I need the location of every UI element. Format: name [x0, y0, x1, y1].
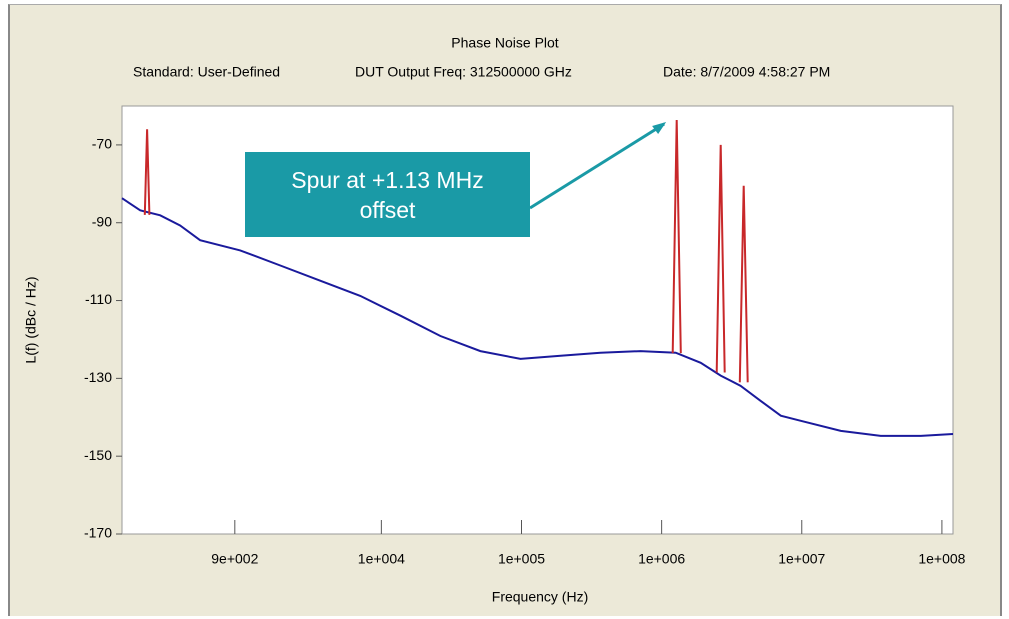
- x-tick-label: 1e+005: [498, 551, 545, 567]
- x-tick-label: 1e+007: [778, 551, 825, 567]
- trace: [121, 197, 954, 437]
- annotation-arrow: [529, 122, 665, 210]
- subtitle: DUT Output Freq: 312500000 GHz: [355, 64, 572, 80]
- y-tick-label: -90: [92, 213, 112, 229]
- y-tick-label: -150: [84, 447, 112, 463]
- y-tick-label: -70: [92, 136, 112, 152]
- x-tick-label: 1e+006: [638, 551, 685, 567]
- arrow-head: [652, 122, 667, 135]
- subtitle: Date: 8/7/2009 4:58:27 PM: [663, 64, 830, 80]
- y-tick-label: -110: [85, 291, 112, 307]
- y-axis-label: L(f) (dBc / Hz): [23, 276, 39, 363]
- x-axis-label: Frequency (Hz): [492, 589, 588, 605]
- annotation: Spur at +1.13 MHz offset: [245, 152, 530, 237]
- y-tick-label: -130: [84, 369, 112, 385]
- y-tick-label: -170: [84, 525, 112, 541]
- x-tick-label: 9e+002: [211, 551, 258, 567]
- trace: [143, 119, 749, 383]
- x-tick-label: 1e+004: [358, 551, 405, 567]
- subtitle: Standard: User-Defined: [133, 64, 280, 80]
- x-tick-label: 1e+008: [918, 551, 965, 567]
- chart-title: Phase Noise Plot: [451, 35, 559, 51]
